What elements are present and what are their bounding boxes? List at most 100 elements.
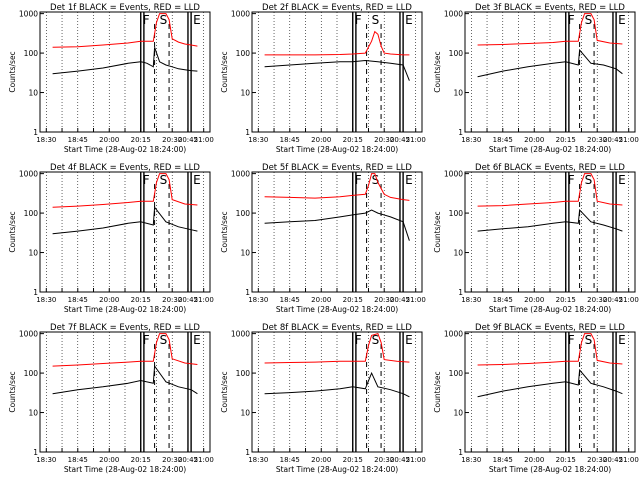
x-tick-label: 20:15 [343, 456, 363, 464]
y-axis-label: Counts/sec [220, 51, 229, 92]
x-tick-label: 20:00 [524, 296, 544, 304]
x-axis-label: Start Time (28-Aug-02 18:24:00) [64, 305, 186, 314]
x-tick-label: 20:30 [587, 296, 607, 304]
y-tick-label: 100 [236, 209, 251, 218]
x-tick-label: 20:30 [162, 296, 182, 304]
marker-label: E [405, 13, 413, 27]
x-tick-label: 20:45 [603, 456, 623, 464]
panel-title: Det 8f BLACK = Events, RED = LLD [262, 323, 412, 333]
x-tick-label: 18:45 [493, 456, 513, 464]
x-tick-label: 21:00 [406, 456, 426, 464]
x-axis-label: Start Time (28-Aug-02 18:24:00) [64, 465, 186, 474]
x-tick-label: 21:00 [194, 136, 214, 144]
x-tick-label: 18:30 [36, 136, 56, 144]
y-tick-label: 100 [24, 369, 39, 378]
y-tick-label: 1 [245, 128, 250, 137]
events-series-line [52, 205, 198, 235]
y-axis-label: Counts/sec [8, 371, 17, 412]
y-tick-label: 100 [449, 49, 464, 58]
marker-label: S [585, 333, 593, 347]
marker-label: F [355, 333, 362, 347]
lld-series-line [264, 30, 410, 56]
marker-label: E [618, 13, 626, 27]
y-tick-label: 10 [240, 409, 250, 418]
x-tick-label: 20:45 [178, 456, 198, 464]
lld-series-line [52, 13, 198, 48]
y-tick-label: 100 [236, 369, 251, 378]
events-series-line [477, 48, 623, 78]
events-series-line [477, 368, 623, 398]
x-tick-label: 18:30 [461, 296, 481, 304]
x-tick-label: 21:00 [619, 296, 639, 304]
y-axis-label: Counts/sec [8, 211, 17, 252]
y-tick-label: 1 [458, 448, 463, 457]
y-tick-label: 100 [449, 369, 464, 378]
events-series-line [52, 364, 198, 395]
y-tick-label: 1000 [231, 10, 250, 19]
marker-label: S [160, 13, 168, 27]
y-tick-label: 1000 [19, 170, 38, 179]
y-tick-label: 1 [458, 128, 463, 137]
x-tick-label: 18:45 [280, 136, 300, 144]
x-tick-label: 20:15 [131, 296, 151, 304]
x-tick-label: 20:30 [162, 136, 182, 144]
y-tick-label: 1 [33, 448, 38, 457]
x-tick-label: 21:00 [406, 296, 426, 304]
marker-label: E [193, 173, 201, 187]
x-tick-label: 18:30 [36, 456, 56, 464]
marker-label: F [143, 13, 150, 27]
marker-label: F [568, 173, 575, 187]
lld-series-line [264, 332, 410, 364]
y-tick-label: 10 [453, 249, 463, 258]
y-tick-label: 10 [240, 89, 250, 98]
y-tick-label: 10 [28, 89, 38, 98]
marker-label: F [355, 13, 362, 27]
x-tick-label: 20:15 [131, 136, 151, 144]
x-tick-label: 20:15 [343, 136, 363, 144]
lld-series-line [264, 173, 410, 201]
x-tick-label: 20:45 [390, 296, 410, 304]
y-tick-label: 1 [33, 128, 38, 137]
x-axis-label: Start Time (28-Aug-02 18:24:00) [276, 145, 398, 154]
x-tick-label: 18:45 [493, 136, 513, 144]
panel-title: Det 5f BLACK = Events, RED = LLD [262, 163, 412, 173]
x-tick-label: 21:00 [194, 296, 214, 304]
x-tick-label: 18:30 [248, 456, 268, 464]
x-tick-label: 20:45 [603, 296, 623, 304]
y-axis-label: Counts/sec [433, 211, 442, 252]
x-axis-label: Start Time (28-Aug-02 18:24:00) [489, 305, 611, 314]
x-axis-label: Start Time (28-Aug-02 18:24:00) [276, 465, 398, 474]
events-series-line [264, 371, 410, 398]
x-tick-label: 20:30 [162, 456, 182, 464]
x-tick-label: 20:00 [99, 456, 119, 464]
y-axis-label: Counts/sec [8, 51, 17, 92]
x-tick-label: 18:30 [248, 136, 268, 144]
y-tick-label: 1000 [444, 170, 463, 179]
marker-label: S [372, 333, 380, 347]
panel-title: Det 6f BLACK = Events, RED = LLD [475, 163, 625, 173]
x-tick-label: 21:00 [619, 456, 639, 464]
y-tick-label: 1000 [444, 10, 463, 19]
x-tick-label: 20:30 [374, 136, 394, 144]
y-tick-label: 1000 [19, 330, 38, 339]
y-tick-label: 100 [236, 49, 251, 58]
marker-label: S [372, 13, 380, 27]
marker-label: S [160, 173, 168, 187]
marker-label: F [355, 173, 362, 187]
x-tick-label: 20:15 [343, 296, 363, 304]
x-tick-label: 20:15 [131, 456, 151, 464]
y-tick-label: 10 [240, 249, 250, 258]
y-tick-label: 100 [24, 209, 39, 218]
lld-series-line [477, 333, 623, 366]
y-tick-label: 10 [28, 409, 38, 418]
y-tick-label: 100 [24, 49, 39, 58]
x-axis-label: Start Time (28-Aug-02 18:24:00) [489, 145, 611, 154]
x-tick-label: 20:00 [311, 456, 331, 464]
